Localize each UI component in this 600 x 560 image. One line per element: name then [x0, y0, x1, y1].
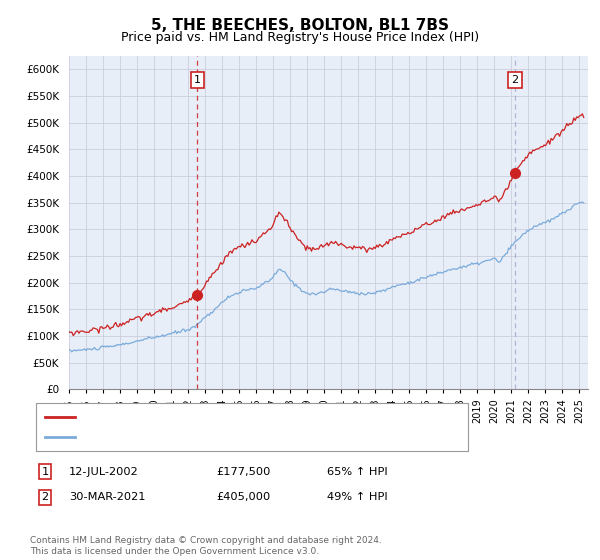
Text: 2: 2 [512, 75, 519, 85]
Text: HPI: Average price, detached house, Bolton: HPI: Average price, detached house, Bolt… [81, 432, 319, 442]
Text: Contains HM Land Registry data © Crown copyright and database right 2024.
This d: Contains HM Land Registry data © Crown c… [30, 536, 382, 556]
Text: 2: 2 [41, 492, 49, 502]
Text: £405,000: £405,000 [216, 492, 270, 502]
Text: 5, THE BEECHES, BOLTON, BL1 7BS: 5, THE BEECHES, BOLTON, BL1 7BS [151, 18, 449, 33]
Text: 30-MAR-2021: 30-MAR-2021 [69, 492, 146, 502]
Text: Price paid vs. HM Land Registry's House Price Index (HPI): Price paid vs. HM Land Registry's House … [121, 31, 479, 44]
Text: 1: 1 [41, 466, 49, 477]
Text: 5, THE BEECHES, BOLTON, BL1 7BS (detached house): 5, THE BEECHES, BOLTON, BL1 7BS (detache… [81, 413, 373, 422]
Text: 1: 1 [194, 75, 200, 85]
Text: 49% ↑ HPI: 49% ↑ HPI [327, 492, 388, 502]
Text: 65% ↑ HPI: 65% ↑ HPI [327, 466, 388, 477]
Text: £177,500: £177,500 [216, 466, 271, 477]
Text: 12-JUL-2002: 12-JUL-2002 [69, 466, 139, 477]
